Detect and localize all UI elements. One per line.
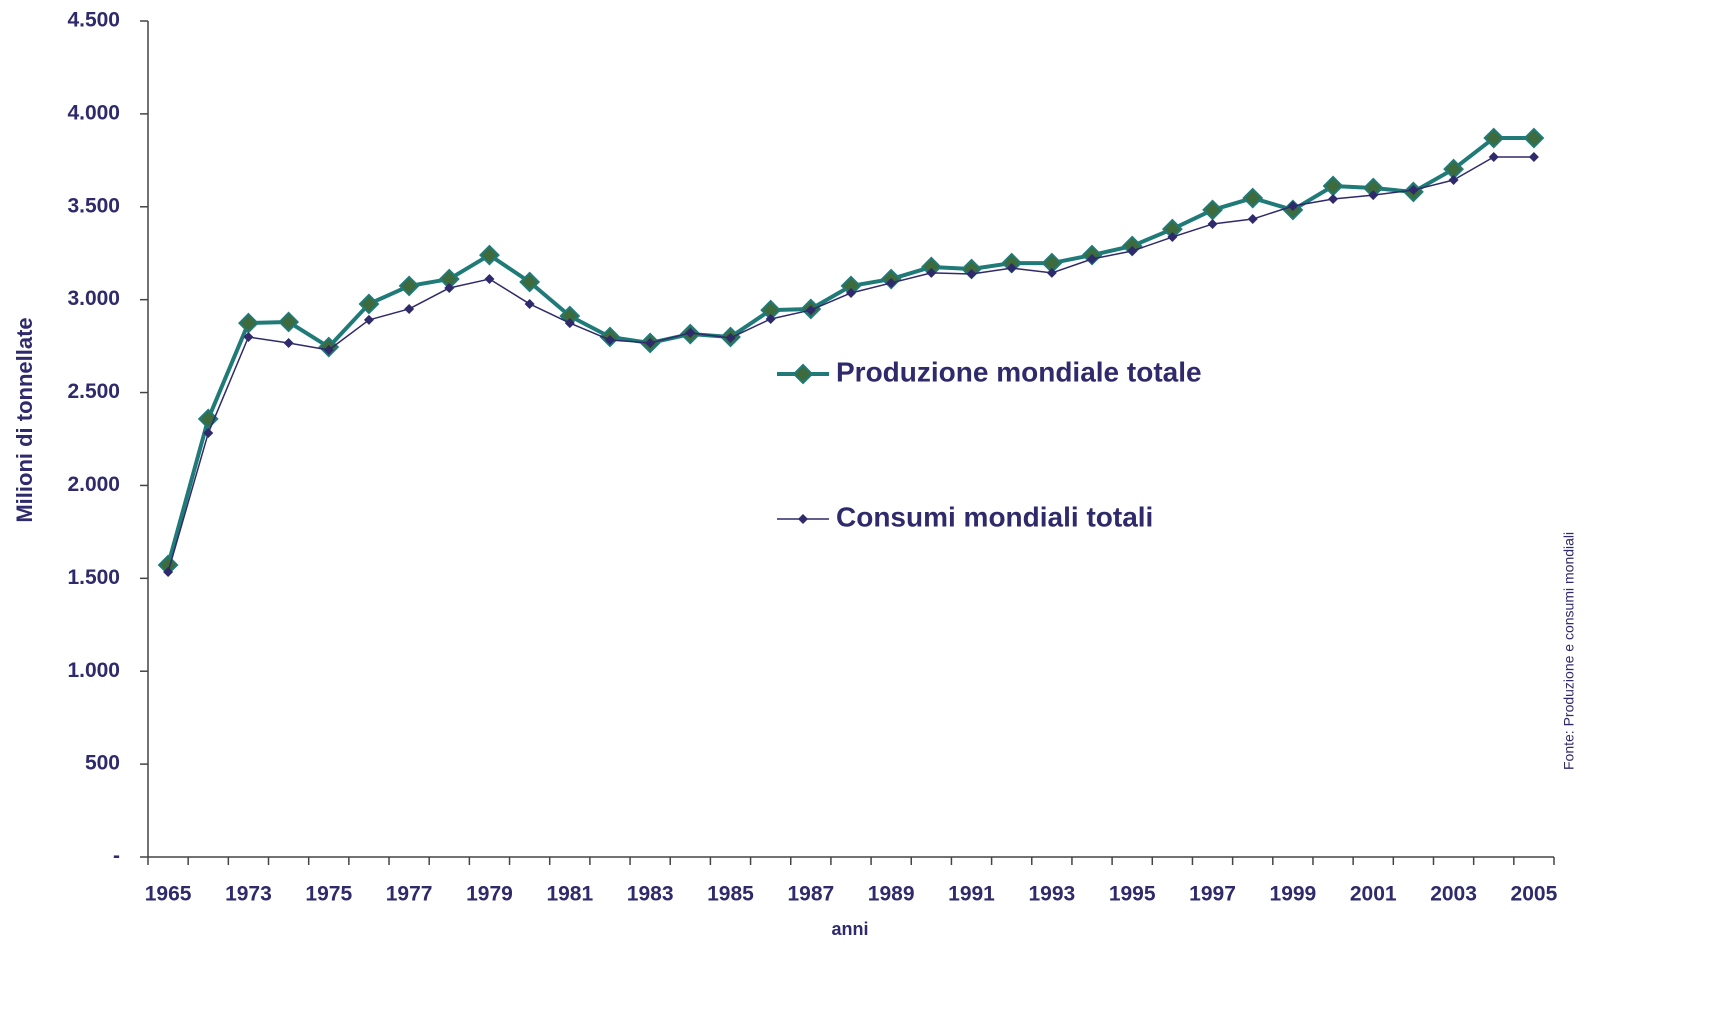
point-marker bbox=[846, 287, 856, 298]
point-marker bbox=[1247, 214, 1258, 225]
x-tick-label: 2003 bbox=[1430, 883, 1477, 906]
y-tick-label: 4.500 bbox=[67, 9, 120, 32]
y-tick-label: 1.500 bbox=[67, 566, 120, 589]
x-tick-label: 2005 bbox=[1511, 883, 1558, 906]
point-marker bbox=[1328, 193, 1339, 204]
point-marker bbox=[1242, 187, 1264, 209]
x-tick-label: 1997 bbox=[1189, 883, 1236, 906]
legend-marker bbox=[798, 514, 808, 524]
point-marker bbox=[163, 567, 174, 578]
point-marker bbox=[243, 332, 254, 343]
x-tick-label: 1989 bbox=[868, 883, 915, 906]
point-marker bbox=[363, 314, 374, 325]
point-marker bbox=[1006, 263, 1017, 274]
point-marker bbox=[484, 274, 495, 285]
point-marker bbox=[645, 337, 656, 348]
point-marker bbox=[604, 334, 615, 345]
y-tick-label: 4.000 bbox=[67, 101, 120, 124]
point-marker bbox=[524, 298, 535, 309]
legend-label: Consumi mondiali totali bbox=[836, 501, 1153, 532]
x-tick-label: 1973 bbox=[225, 883, 272, 906]
point-marker bbox=[886, 277, 897, 288]
x-tick-label: 1999 bbox=[1270, 883, 1317, 906]
point-marker bbox=[1207, 219, 1218, 230]
point-marker bbox=[444, 282, 455, 293]
point-marker bbox=[765, 313, 776, 324]
point-marker bbox=[1046, 267, 1057, 278]
x-tick-label: 1993 bbox=[1028, 883, 1075, 906]
point-marker bbox=[1408, 185, 1419, 196]
x-tick-label: 1983 bbox=[627, 883, 674, 906]
point-marker bbox=[1528, 151, 1539, 162]
point-marker bbox=[564, 318, 575, 329]
point-marker bbox=[278, 311, 300, 333]
point-marker bbox=[1523, 127, 1545, 149]
x-tick-label: 1987 bbox=[787, 883, 834, 906]
point-marker bbox=[1322, 175, 1344, 197]
point-marker bbox=[358, 293, 380, 315]
x-tick-label: 1981 bbox=[546, 883, 593, 906]
x-tick-label: 1995 bbox=[1109, 883, 1156, 906]
point-marker bbox=[1287, 201, 1298, 212]
point-marker bbox=[203, 428, 214, 439]
point-marker bbox=[1368, 190, 1379, 201]
y-tick-label: 2.500 bbox=[67, 380, 120, 403]
point-marker bbox=[725, 332, 736, 343]
point-marker bbox=[926, 267, 937, 278]
y-tick-label: - bbox=[113, 845, 120, 868]
legend-marker bbox=[792, 363, 814, 385]
x-tick-label: 1985 bbox=[707, 883, 754, 906]
point-marker bbox=[1483, 127, 1505, 149]
x-tick-label: 2001 bbox=[1350, 883, 1397, 906]
point-marker bbox=[238, 312, 259, 334]
point-marker bbox=[1202, 199, 1223, 221]
point-marker bbox=[966, 269, 977, 280]
point-marker bbox=[1488, 151, 1499, 162]
point-marker bbox=[398, 275, 420, 297]
x-tick-label: 1965 bbox=[145, 883, 192, 906]
x-tick-label: 1977 bbox=[386, 883, 433, 906]
y-tick-label: 2.000 bbox=[67, 473, 120, 496]
x-tick-label: 1991 bbox=[948, 883, 995, 906]
point-marker bbox=[283, 337, 294, 348]
x-tick-label: 1975 bbox=[305, 883, 352, 906]
point-marker bbox=[685, 327, 696, 338]
point-marker bbox=[1087, 253, 1098, 264]
y-axis-label: Milioni di tonnellate bbox=[12, 317, 37, 522]
point-marker bbox=[1167, 232, 1178, 243]
point-marker bbox=[1127, 245, 1138, 256]
point-marker bbox=[805, 305, 816, 316]
point-marker bbox=[404, 303, 415, 314]
y-tick-label: 3.500 bbox=[67, 194, 120, 217]
point-marker bbox=[479, 244, 500, 266]
point-marker bbox=[1448, 175, 1459, 186]
source-note: Fonte: Produzione e consumi mondiali bbox=[1561, 532, 1577, 770]
x-tick-label: 1979 bbox=[466, 883, 513, 906]
y-tick-label: 1.000 bbox=[67, 659, 120, 682]
legend-label: Produzione mondiale totale bbox=[836, 356, 1202, 387]
y-tick-label: 3.000 bbox=[67, 287, 120, 310]
point-marker bbox=[323, 345, 334, 356]
point-marker bbox=[519, 271, 541, 293]
x-axis-label: anni bbox=[831, 919, 868, 939]
y-tick-label: 500 bbox=[85, 752, 120, 775]
